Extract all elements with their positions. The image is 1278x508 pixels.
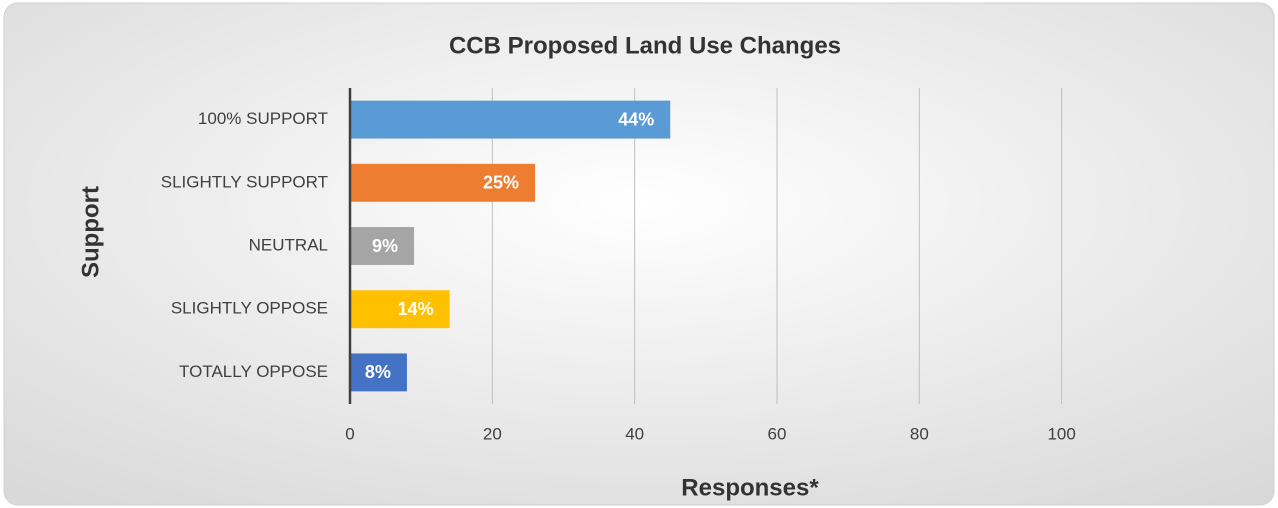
value-label: 8% [365,362,391,382]
value-label: 25% [483,173,519,193]
value-label: 44% [618,109,654,129]
y-tick-label: SLIGHTLY SUPPORT [161,172,328,191]
bar [350,100,671,139]
bar [350,290,450,329]
y-tick-label: NEUTRAL [249,235,328,254]
bar [350,163,536,202]
x-tick-label: 0 [345,424,354,443]
x-tick-label: 100 [1047,424,1075,443]
x-tick-label: 20 [483,424,502,443]
y-tick-label: 100% SUPPORT [198,109,328,128]
y-tick-label: TOTALLY OPPOSE [179,362,328,381]
bar [350,353,407,392]
y-tick-label: SLIGHTLY OPPOSE [171,299,328,318]
x-axis-title: Responses* [681,474,819,501]
value-label: 9% [372,236,398,256]
x-tick-label: 40 [625,424,644,443]
value-label: 14% [398,299,434,319]
x-tick-label: 60 [768,424,787,443]
x-tick-label: 80 [910,424,929,443]
chart-title: CCB Proposed Land Use Changes [449,32,841,59]
bar [350,227,415,265]
y-axis-title: Support [77,186,104,278]
chart-background [3,2,1275,506]
